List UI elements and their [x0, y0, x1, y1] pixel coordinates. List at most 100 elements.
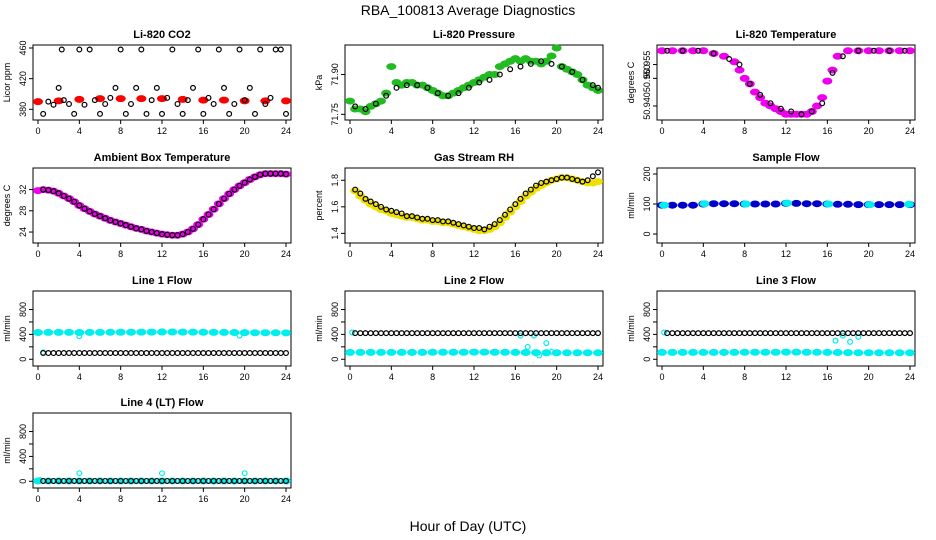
- data-point: [720, 330, 727, 337]
- data-point: [894, 349, 905, 357]
- data-point: [894, 47, 905, 55]
- data-point: [677, 201, 688, 209]
- data-point: [71, 198, 78, 205]
- data-point: [236, 350, 243, 357]
- data-point: [386, 348, 397, 356]
- data-point: [574, 177, 581, 184]
- data-point: [409, 213, 416, 220]
- data-point: [143, 350, 150, 357]
- x-tick-label: 0: [659, 249, 664, 259]
- data-point: [562, 349, 572, 357]
- data-point: [843, 200, 853, 208]
- data-point: [277, 350, 284, 357]
- y-tick-label: 100: [642, 196, 652, 211]
- panel-li-820-pressure: Li-820 Pressure kPa 0 4 8 12 16 20 24 71.75 71.90: [314, 29, 604, 136]
- x-tick-label: 20: [864, 126, 874, 136]
- data-point: [903, 200, 914, 208]
- data-point: [236, 332, 243, 339]
- x-tick-label: 16: [198, 249, 208, 259]
- data-point: [246, 176, 253, 183]
- data-point: [843, 47, 853, 55]
- data-point: [806, 107, 817, 115]
- data-point: [260, 329, 271, 337]
- data-point: [241, 97, 248, 104]
- x-tick-label: 16: [198, 494, 208, 504]
- data-point: [777, 105, 784, 112]
- data-point: [579, 330, 586, 337]
- data-point: [55, 190, 62, 197]
- data-point: [688, 201, 698, 209]
- data-point: [536, 352, 543, 359]
- data-point: [460, 222, 467, 229]
- data-point: [179, 110, 186, 117]
- data-point: [55, 84, 62, 91]
- data-point: [853, 47, 864, 55]
- series-black: [40, 46, 290, 117]
- data-point: [558, 63, 565, 70]
- data-point: [417, 348, 428, 356]
- x-tick-label: 12: [469, 249, 479, 259]
- data-point: [465, 330, 472, 337]
- data-point: [708, 50, 719, 58]
- data-point: [281, 477, 291, 485]
- data-point: [246, 84, 253, 91]
- data-point: [558, 330, 565, 337]
- x-tick-label: 8: [430, 249, 435, 259]
- data-point: [262, 350, 269, 357]
- data-point: [812, 200, 822, 208]
- data-point: [510, 348, 521, 356]
- data-point: [553, 330, 560, 337]
- data-point: [153, 350, 160, 357]
- data-point: [365, 348, 376, 356]
- data-point: [122, 350, 129, 357]
- data-point: [376, 348, 386, 356]
- data-point: [367, 330, 374, 337]
- data-point: [739, 348, 750, 356]
- data-point: [832, 337, 839, 344]
- y-axis-label: ml/min: [626, 315, 636, 342]
- data-point: [844, 330, 851, 337]
- data-point: [891, 330, 898, 337]
- data-point: [60, 192, 67, 199]
- data-point: [198, 328, 209, 336]
- data-point: [352, 103, 359, 110]
- data-point: [424, 330, 431, 337]
- data-point: [184, 350, 191, 357]
- data-point: [383, 330, 390, 337]
- data-point: [434, 90, 441, 97]
- data-point: [863, 349, 874, 357]
- data-point: [200, 110, 207, 117]
- plot-frame: [656, 44, 916, 121]
- data-point: [817, 94, 828, 102]
- data-point: [226, 190, 233, 197]
- data-point: [117, 46, 124, 53]
- data-point: [388, 330, 395, 337]
- data-point: [193, 221, 204, 229]
- x-tick-label: 12: [781, 372, 791, 382]
- data-point: [115, 328, 126, 336]
- data-point: [813, 330, 820, 337]
- x-tick-label: 12: [157, 494, 167, 504]
- data-point: [372, 330, 379, 337]
- data-point: [393, 209, 400, 216]
- panel-li-820-temperature: Li-820 Temperature degrees C 0 4 8 12 16 20 24 50…: [626, 29, 916, 136]
- data-point: [864, 201, 875, 209]
- data-point: [726, 56, 733, 63]
- data-point: [74, 95, 85, 103]
- x-tick-label: 20: [240, 249, 250, 259]
- data-point: [188, 328, 198, 336]
- data-point: [76, 350, 83, 357]
- data-point: [496, 330, 503, 337]
- data-point: [50, 188, 57, 195]
- data-point: [157, 328, 167, 336]
- data-point: [148, 350, 155, 357]
- data-point: [739, 74, 750, 82]
- y-axis-label: degrees C: [626, 61, 636, 103]
- data-point: [688, 47, 698, 55]
- y-tick-label: 400: [18, 327, 28, 342]
- data-point: [527, 186, 534, 193]
- y-tick-label: 28: [18, 206, 28, 216]
- data-point: [750, 348, 760, 356]
- data-point: [884, 201, 895, 209]
- data-point: [458, 348, 469, 356]
